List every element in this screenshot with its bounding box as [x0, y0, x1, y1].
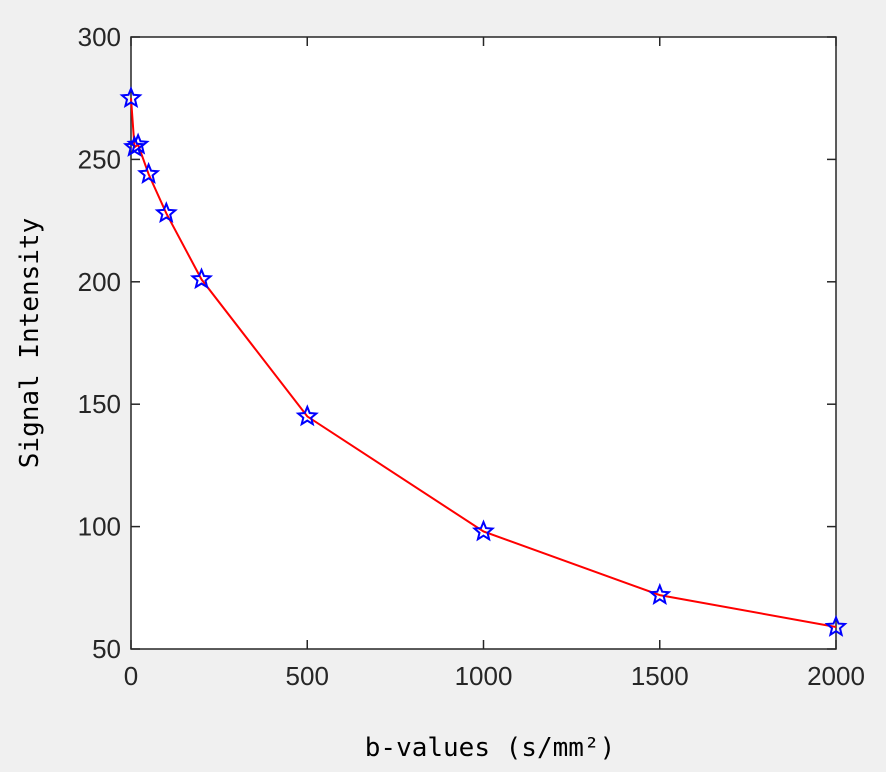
data-point-star [824, 614, 848, 637]
data-point-star [648, 582, 672, 605]
data-point-star [137, 161, 161, 184]
x-axis-title: b-values (s/mm²) [365, 733, 615, 763]
data-point-star [126, 132, 150, 155]
y-tick-label: 150 [78, 389, 121, 419]
data-point-star [154, 201, 178, 224]
data-point-star [189, 267, 214, 290]
fit-line [130, 98, 837, 628]
y-axis-title: Signal Intensity [15, 218, 45, 468]
y-tick-label: 200 [78, 267, 121, 297]
series-layer [119, 86, 848, 637]
y-tick-label: 100 [78, 512, 121, 542]
x-axis-ticks: 0 500 1000 1500 2000 [124, 37, 865, 691]
x-tick-label: 1000 [455, 661, 513, 691]
x-tick-label: 2000 [807, 661, 865, 691]
y-tick-label: 50 [92, 634, 121, 664]
data-point-star [295, 404, 319, 427]
data-point-star [471, 519, 496, 542]
data-point-star [119, 86, 143, 109]
y-tick-label: 250 [78, 144, 121, 174]
x-tick-label: 500 [286, 661, 329, 691]
x-tick-label: 0 [124, 661, 138, 691]
x-tick-label: 1500 [631, 661, 689, 691]
plot-area [130, 36, 837, 650]
y-axis-ticks: 50 100 150 200 250 300 [78, 22, 836, 664]
y-tick-label: 300 [78, 22, 121, 52]
